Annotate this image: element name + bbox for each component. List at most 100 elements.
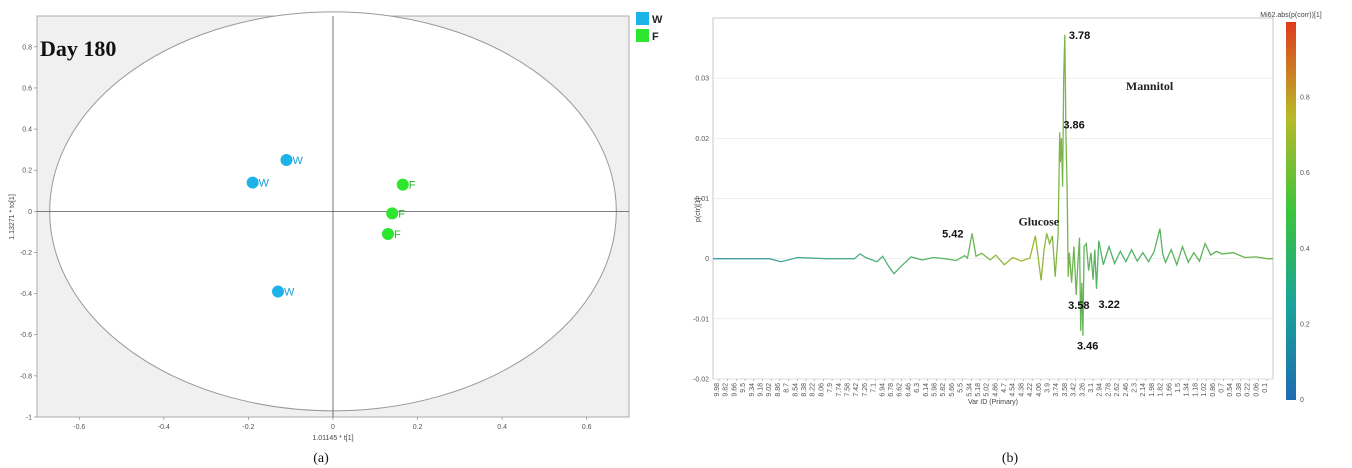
x-tick-label-b: 8.54 (792, 383, 799, 397)
y-tick-label: 0.4 (22, 127, 32, 134)
x-tick-label-b: 7.1 (871, 383, 878, 393)
x-tick-label-b: 4.06 (1036, 383, 1043, 397)
panel-b-loading-plot: 0.030.020.010-0.01-0.029.98 9.82 9.66 9.5 9.… (693, 12, 1322, 466)
colorbar-tick-label: 0.8 (1300, 95, 1310, 102)
x-tick-label-b: 1.98 (1149, 383, 1156, 397)
x-tick-label-b: 0.22 (1245, 383, 1252, 397)
y-axis-label-b: p(ctr)[1] (695, 198, 702, 222)
x-tick-label-b: 8.06 (818, 383, 825, 397)
y-tick-label-b: 0 (705, 256, 709, 263)
x-tick-label-b: 3.9 (1045, 383, 1052, 393)
x-tick-label-b: 3.74 (1053, 383, 1060, 397)
score-point-f (386, 207, 399, 220)
x-tick-label-b: 3.42 (1071, 383, 1078, 397)
compound-label: Mannitol (1126, 79, 1174, 93)
colorbar-tick-label: 0.4 (1300, 246, 1310, 253)
loading-line (713, 34, 1273, 336)
x-tick-label-b: 6.14 (923, 383, 930, 397)
peak-labels: 3.78 3.86 5.42 3.58 3.22 3.46 (942, 30, 1120, 353)
peak-label: 3.22 (1099, 299, 1120, 311)
score-point-label: W (259, 178, 270, 190)
compound-annotations: Mannitol Glucose (1018, 79, 1173, 228)
peak-label: 3.86 (1063, 119, 1084, 131)
x-tick-label-b: 4.86 (992, 383, 999, 397)
x-tick-label-b: 9.34 (749, 383, 756, 397)
x-tick-label: 0 (331, 424, 335, 431)
y-tick-label: -0.8 (20, 373, 32, 380)
x-axis-label: 1.01145 * t[1] (312, 435, 353, 442)
x-tick-label-b: 3.58 (1062, 383, 1069, 397)
colorbar-ticks: 0.8 0.6 0.4 0.2 0 (1300, 95, 1310, 404)
x-tick-label-b: 2.46 (1123, 383, 1130, 397)
y-tick-label: -0.2 (20, 250, 32, 257)
x-tick-label: -0.4 (158, 424, 170, 431)
peak-label: 3.58 (1068, 300, 1089, 312)
colorbar (1286, 22, 1296, 400)
x-tick-label-b: 9.82 (723, 383, 730, 397)
x-tick-label: -0.6 (73, 424, 85, 431)
x-tick-label: 0.2 (413, 424, 423, 431)
score-point-label: W (292, 155, 303, 167)
x-tick-label-b: 5.34 (966, 383, 973, 397)
caption-b: (b) (1002, 451, 1019, 466)
score-point-label: W (284, 287, 295, 299)
x-tick-label-b: 4.7 (1001, 383, 1008, 393)
score-point-w (246, 176, 259, 189)
x-tick-label-b: 0.7 (1219, 383, 1226, 393)
y-tick-label: 0.6 (22, 85, 32, 92)
x-tick-label-b: 4.54 (1010, 383, 1017, 397)
legend-swatch-f (636, 29, 649, 42)
peak-label: 3.78 (1069, 30, 1090, 42)
x-tick-label-b: 6.78 (888, 383, 895, 397)
x-tick-label-b: 5.5 (958, 383, 965, 393)
y-tick-label-b: 0.03 (695, 76, 709, 83)
x-tick-label-b: 3.26 (1079, 383, 1086, 397)
score-point-label: F (394, 229, 401, 241)
x-tick-label-b: 2.78 (1105, 383, 1112, 397)
x-tick-label-b: 0.86 (1210, 383, 1217, 397)
y-tick-label: -0.6 (20, 332, 32, 339)
score-point-w (280, 153, 293, 166)
x-tick-label-b: 7.26 (862, 383, 869, 397)
y-tick-label: 0.2 (22, 168, 32, 175)
score-plot-ticks: -0.6 -0.4 -0.2 0 0.2 0.4 0.6 0.8 0.6 0.4 0.2 0 -0.2 -… (20, 44, 592, 431)
x-tick-label-b: 5.82 (940, 383, 947, 397)
y-tick-label: -1 (26, 415, 32, 422)
x-tick-label-b: 0.1 (1262, 383, 1269, 393)
x-tick-label: -0.2 (242, 424, 254, 431)
x-tick-label-b: 5.18 (975, 383, 982, 397)
x-axis-label-b: Var ID (Primary) (968, 399, 1018, 406)
x-tick-label-b: 6.62 (897, 383, 904, 397)
x-tick-label-b: 8.38 (801, 383, 808, 397)
y-tick-label-b: 0.02 (695, 136, 709, 143)
y-tick-label: 0 (28, 209, 32, 216)
x-tick-label-b: 8.7 (784, 383, 791, 393)
score-point-f (396, 178, 409, 191)
x-tick-label-b: 5.66 (949, 383, 956, 397)
legend-label-f: F (652, 31, 659, 43)
colorbar-tick-label: 0.6 (1300, 170, 1310, 177)
y-tick-label-b: -0.02 (693, 377, 709, 384)
loading-gridlines (713, 77, 1273, 380)
score-point-label: F (398, 208, 405, 220)
peak-label: 5.42 (942, 228, 963, 240)
y-tick-label-b: -0.01 (693, 316, 709, 323)
x-tick-label-b: 2.14 (1140, 383, 1147, 397)
colorbar-tick-label: 0 (1300, 397, 1304, 404)
caption-a: (a) (313, 451, 329, 466)
x-tick-label-b: 4.22 (1027, 383, 1034, 397)
x-tick-label-b: 4.38 (1018, 383, 1025, 397)
x-tick-label-b: 9.02 (766, 383, 773, 397)
y-tick-label-b: 0.01 (695, 196, 709, 203)
loading-ticks: 0.030.020.010-0.01-0.029.98 9.82 9.66 9.5 9.… (693, 76, 1269, 397)
x-tick-label-b: 9.5 (740, 383, 747, 393)
peak-label: 3.46 (1077, 341, 1098, 353)
x-tick-label-b: 1.66 (1166, 383, 1173, 397)
y-axis-label: 1.13271 * to[1] (9, 194, 16, 240)
x-tick-label-b: 7.58 (844, 383, 851, 397)
x-tick-label-b: 0.06 (1253, 383, 1260, 397)
x-tick-label: 0.4 (497, 424, 507, 431)
x-tick-label-b: 2.94 (1097, 383, 1104, 397)
x-tick-label: 0.6 (582, 424, 592, 431)
